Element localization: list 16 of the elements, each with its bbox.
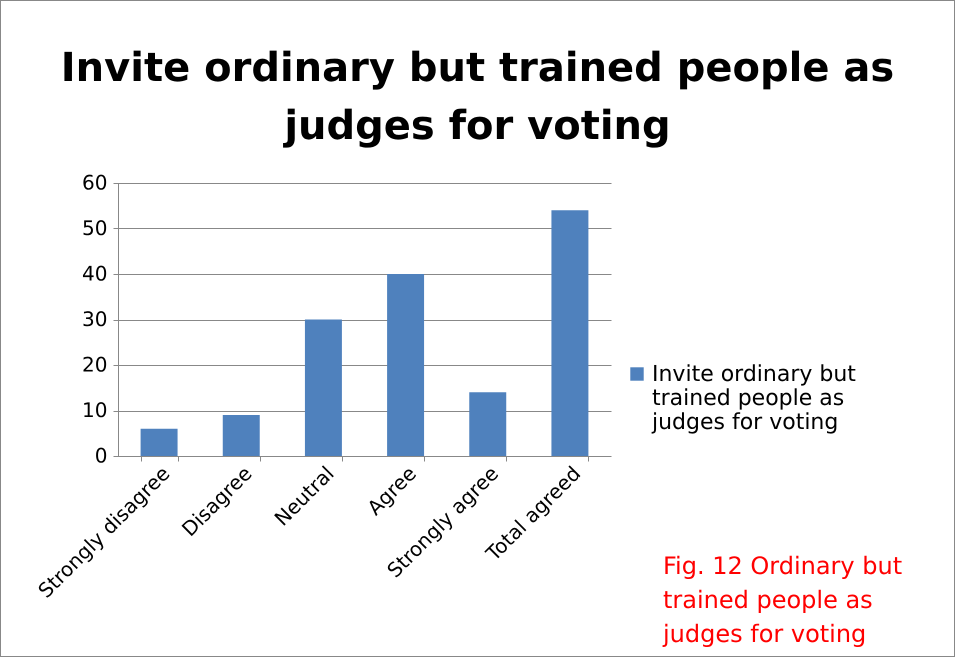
- y-tick-label: 30: [82, 307, 108, 331]
- y-tick-label: 0: [94, 444, 108, 468]
- bar: [140, 428, 178, 456]
- bar: [222, 415, 260, 456]
- caption: Fig. 12 Ordinary but trained people as judges for voting: [663, 551, 904, 650]
- bar: [387, 274, 424, 456]
- y-tick-label: 40: [82, 262, 108, 286]
- legend-label: Invite ordinary but trained people as judges for voting: [651, 362, 856, 435]
- y-tick-label: 50: [82, 216, 108, 240]
- bar: [304, 320, 342, 456]
- y-tick-label: 10: [82, 398, 108, 422]
- bar: [469, 392, 506, 456]
- bar: [551, 210, 588, 456]
- y-tick-label: 20: [82, 352, 108, 376]
- y-tick-label: 60: [82, 170, 108, 194]
- chart-title: Invite ordinary but trained people as judges for voting: [60, 44, 896, 151]
